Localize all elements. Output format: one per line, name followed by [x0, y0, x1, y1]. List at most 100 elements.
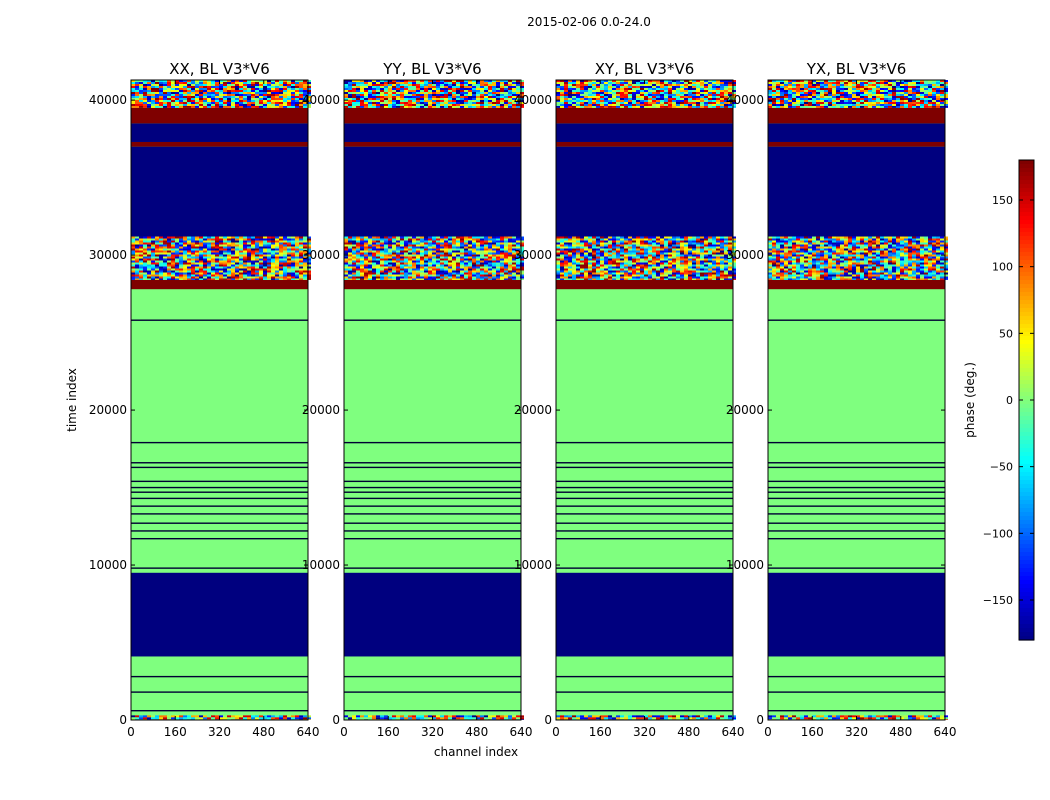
noise-cell — [171, 236, 175, 239]
noise-cell — [416, 90, 420, 92]
noise-cell — [496, 256, 500, 259]
noise-cell — [708, 266, 712, 269]
noise-cell — [564, 88, 568, 90]
noise-cell — [676, 248, 680, 251]
noise-cell — [368, 92, 372, 94]
noise-cell — [211, 104, 215, 106]
noise-cell — [604, 266, 608, 269]
noise-cell — [400, 260, 404, 263]
noise-cell — [203, 262, 207, 265]
noise-cell — [179, 254, 183, 257]
noise-cell — [592, 82, 596, 84]
noise-cell — [364, 100, 368, 102]
noise-cell — [271, 104, 275, 106]
noise-cell — [227, 102, 231, 104]
noise-cell — [724, 254, 728, 257]
noise-cell — [195, 90, 199, 92]
noise-cell — [139, 236, 143, 239]
noise-cell — [700, 246, 704, 249]
noise-cell — [672, 88, 676, 90]
noise-cell — [728, 268, 732, 271]
noise-cell — [147, 100, 151, 102]
noise-cell — [516, 90, 520, 92]
noise-cell — [219, 266, 223, 269]
noise-cell — [195, 276, 199, 279]
noise-cell — [131, 268, 135, 271]
noise-cell — [576, 278, 580, 280]
noise-cell — [147, 266, 151, 269]
noise-cell — [604, 272, 608, 275]
noise-cell — [251, 236, 255, 239]
noise-cell — [484, 106, 488, 108]
noise-cell — [636, 80, 640, 82]
noise-cell — [291, 104, 295, 106]
noise-cell — [251, 92, 255, 94]
noise-cell — [588, 266, 592, 269]
noise-cell — [460, 274, 464, 277]
noise-cell — [187, 92, 191, 94]
noise-cell — [287, 276, 291, 279]
noise-cell — [516, 82, 520, 84]
noise-cell — [227, 715, 231, 718]
noise-cell — [187, 94, 191, 96]
noise-cell — [480, 84, 484, 86]
noise-cell — [500, 238, 504, 241]
noise-cell — [368, 272, 372, 275]
noise-cell — [223, 252, 227, 255]
noise-cell — [480, 82, 484, 84]
noise-cell — [263, 276, 267, 279]
noise-cell — [159, 96, 163, 98]
noise-cell — [348, 88, 352, 90]
noise-cell — [155, 104, 159, 106]
noise-cell — [500, 248, 504, 251]
noise-cell — [223, 106, 227, 108]
noise-cell — [464, 262, 468, 265]
noise-cell — [440, 98, 444, 100]
noise-cell — [195, 106, 199, 108]
noise-cell — [668, 264, 672, 267]
noise-cell — [139, 238, 143, 241]
noise-cell — [696, 270, 700, 273]
noise-cell — [384, 254, 388, 257]
noise-cell — [235, 270, 239, 273]
noise-cell — [472, 270, 476, 273]
noise-cell — [724, 240, 728, 243]
noise-cell — [211, 276, 215, 279]
noise-cell — [175, 264, 179, 267]
noise-cell — [452, 276, 456, 279]
noise-cell — [255, 250, 259, 253]
noise-cell — [263, 238, 267, 241]
noise-cell — [688, 246, 692, 249]
noise-cell — [468, 94, 472, 96]
noise-cell — [468, 250, 472, 253]
noise-cell — [452, 254, 456, 257]
noise-cell — [460, 100, 464, 102]
noise-cell — [227, 246, 231, 249]
noise-cell — [396, 240, 400, 243]
noise-cell — [464, 238, 468, 241]
noise-cell — [620, 250, 624, 253]
noise-cell — [259, 246, 263, 249]
noise-cell — [199, 276, 203, 279]
noise-cell — [476, 248, 480, 251]
noise-cell — [239, 98, 243, 100]
noise-cell — [376, 715, 380, 718]
phase-180-band — [556, 279, 733, 290]
noise-cell — [404, 264, 408, 267]
noise-cell — [380, 256, 384, 259]
noise-cell — [243, 96, 247, 98]
noise-cell — [708, 274, 712, 277]
noise-cell — [444, 96, 448, 98]
noise-cell — [480, 86, 484, 88]
noise-cell — [283, 278, 287, 280]
noise-cell — [708, 252, 712, 255]
noise-cell — [580, 258, 584, 261]
noise-cell — [428, 258, 432, 261]
noise-cell — [460, 266, 464, 269]
noise-cell — [396, 254, 400, 257]
noise-cell — [135, 260, 139, 263]
noise-cell — [472, 262, 476, 265]
noise-cell — [408, 244, 412, 247]
noise-cell — [680, 248, 684, 251]
noise-cell — [492, 258, 496, 261]
